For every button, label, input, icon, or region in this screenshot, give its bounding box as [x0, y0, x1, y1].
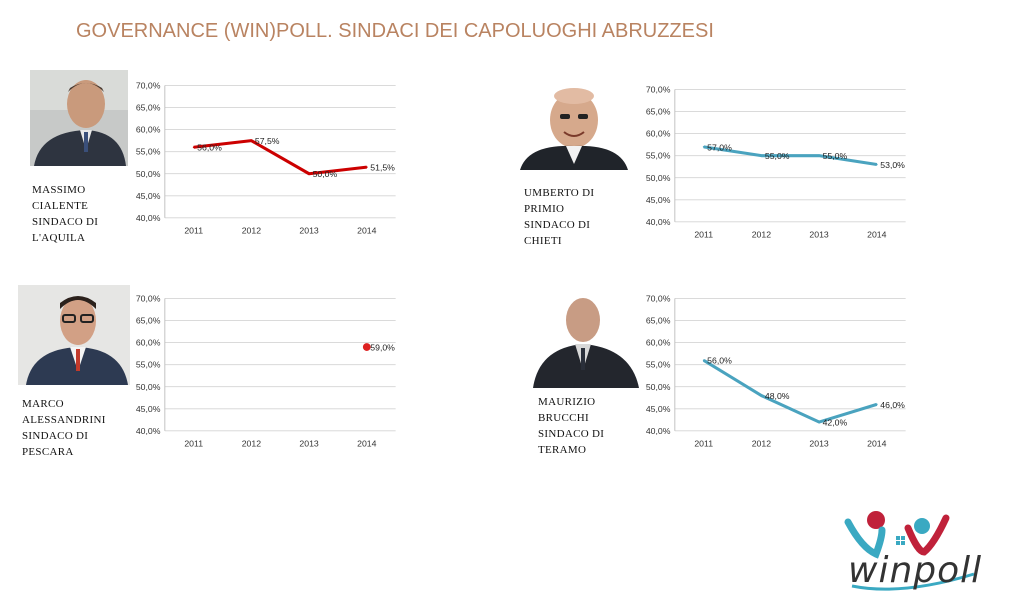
x-tick-label: 2012	[752, 230, 771, 240]
logo-blue-head	[914, 518, 930, 534]
mayor-photo-teramo	[533, 290, 639, 388]
y-tick-label: 40,0%	[136, 213, 161, 223]
data-point	[250, 139, 253, 142]
x-tick-label: 2014	[357, 226, 376, 236]
series-line	[703, 145, 878, 167]
y-tick-label: 65,0%	[646, 107, 671, 117]
logo-text: winpoll	[848, 550, 983, 591]
mayor-photo-laquila	[30, 70, 128, 166]
data-point	[875, 403, 878, 406]
data-point	[760, 154, 763, 157]
y-tick-label: 50,0%	[646, 173, 671, 183]
data-label: 51,5%	[370, 163, 395, 173]
data-point	[365, 166, 368, 168]
data-point	[818, 154, 820, 157]
data-label: 53,0%	[880, 160, 905, 170]
mayor-caption-laquila: MASSIMO CIALENTE SINDACO DI L'AQUILA	[32, 184, 99, 244]
data-label: 59,0%	[370, 343, 395, 353]
data-point	[192, 146, 195, 149]
x-tick-label: 2013	[809, 439, 828, 449]
y-tick-label: 60,0%	[646, 338, 671, 348]
y-tick-label: 45,0%	[646, 404, 671, 414]
data-label: 46,0%	[880, 400, 905, 410]
y-tick-label: 50,0%	[136, 382, 161, 392]
data-point	[818, 421, 820, 423]
y-tick-label: 40,0%	[646, 426, 671, 436]
y-tick-label: 65,0%	[136, 316, 161, 326]
data-label: 56,0%	[707, 356, 732, 366]
mayor-photo-chieti	[520, 84, 628, 170]
data-label: 56,0%	[197, 143, 222, 153]
data-label: 50,0%	[313, 169, 338, 179]
winpoll-logo: winpoll	[842, 508, 982, 592]
x-tick-label: 2014	[357, 439, 376, 449]
y-tick-label: 70,0%	[136, 294, 161, 304]
x-tick-label: 2012	[752, 439, 771, 449]
x-tick-label: 2012	[242, 439, 261, 449]
data-point	[308, 172, 310, 175]
y-tick-label: 55,0%	[646, 151, 671, 161]
x-tick-label: 2013	[299, 439, 318, 449]
y-tick-label: 65,0%	[646, 316, 671, 326]
x-tick-label: 2012	[242, 226, 261, 236]
data-point	[760, 394, 763, 397]
y-tick-label: 60,0%	[136, 338, 161, 348]
mayor-caption-chieti: UMBERTO DI PRIMIO SINDACO DI CHIETI	[524, 187, 595, 247]
data-label: 57,5%	[255, 136, 280, 146]
page-title: GOVERNANCE (WIN)POLL. SINDACI DEI CAPOLU…	[76, 20, 714, 42]
x-tick-label: 2013	[809, 230, 828, 240]
mayor-caption-pescara: MARCO ALESSANDRINI SINDACO DI PESCARA	[22, 398, 106, 458]
y-tick-label: 40,0%	[646, 217, 671, 227]
series-line	[193, 139, 367, 176]
chart-pescara: 40,0% 45,0% 50,0% 55,0% 60,0% 65,0% 70,0% 2011 2…	[136, 285, 400, 467]
mayor-photo-pescara	[18, 285, 130, 385]
data-label: 48,0%	[765, 391, 790, 401]
y-tick-label: 60,0%	[646, 129, 671, 139]
y-tick-label: 70,0%	[136, 81, 161, 91]
x-tick-label: 2011	[184, 226, 203, 236]
x-tick-label: 2011	[184, 439, 203, 449]
data-point	[702, 145, 705, 148]
y-tick-label: 60,0%	[136, 125, 161, 135]
y-tick-label: 45,0%	[136, 191, 161, 201]
y-tick-label: 70,0%	[646, 85, 671, 95]
data-label: 57,0%	[707, 142, 732, 152]
chart-chieti: 40,0% 45,0% 50,0% 55,0% 60,0% 65,0% 70,0% 2011 2…	[646, 76, 910, 258]
data-label: 55,0%	[823, 151, 848, 161]
data-point	[362, 343, 371, 351]
y-tick-label: 50,0%	[136, 169, 161, 179]
y-tick-label: 55,0%	[136, 360, 161, 370]
y-tick-label: 50,0%	[646, 382, 671, 392]
series-line	[702, 358, 878, 424]
y-tick-label: 55,0%	[136, 147, 161, 157]
chart-laquila: 40,0% 45,0% 50,0% 55,0% 60,0% 65,0% 70,0% 2011 2…	[136, 72, 400, 254]
logo-red-head	[867, 511, 885, 529]
x-tick-label: 2013	[299, 226, 318, 236]
data-point	[875, 163, 878, 166]
data-point	[702, 359, 705, 362]
x-tick-label: 2014	[867, 230, 886, 240]
y-tick-label: 45,0%	[646, 195, 671, 205]
data-label: 55,0%	[765, 151, 790, 161]
y-tick-label: 40,0%	[136, 426, 161, 436]
data-label: 42,0%	[823, 418, 848, 428]
y-tick-label: 65,0%	[136, 103, 161, 113]
chart-teramo: 40,0% 45,0% 50,0% 55,0% 60,0% 65,0% 70,0% 2011 2…	[646, 285, 910, 467]
x-tick-label: 2011	[694, 230, 713, 240]
y-tick-label: 70,0%	[646, 294, 671, 304]
x-tick-label: 2011	[694, 439, 713, 449]
x-tick-label: 2014	[867, 439, 886, 449]
y-tick-label: 45,0%	[136, 404, 161, 414]
mayor-caption-teramo: MAURIZIO BRUCCHI SINDACO DI TERAMO	[538, 396, 605, 456]
y-tick-label: 55,0%	[646, 360, 671, 370]
